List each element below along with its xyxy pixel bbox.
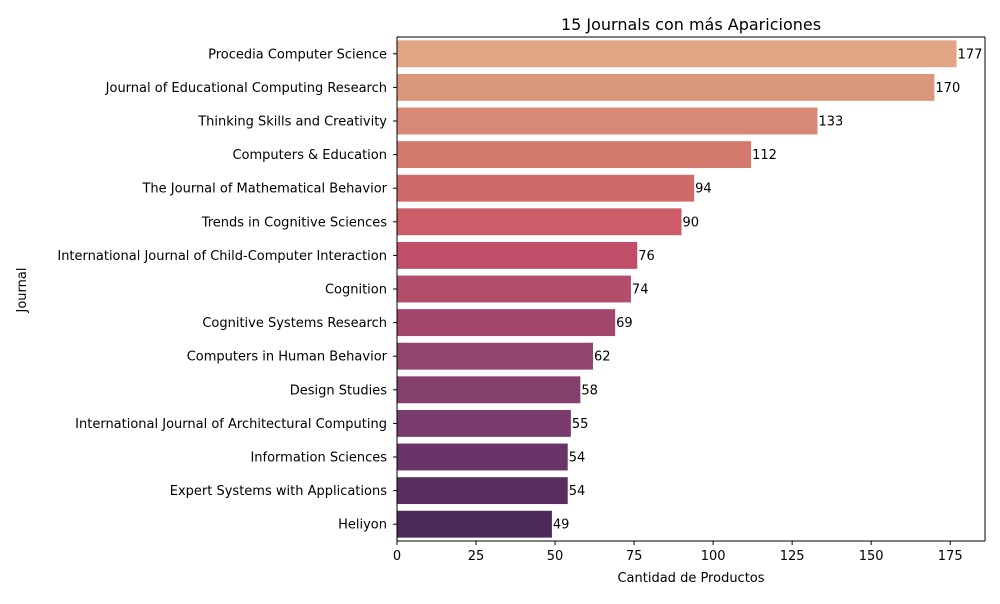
- chart-title: 15 Journals con más Apariciones: [561, 15, 821, 34]
- bar: [397, 275, 631, 303]
- y-tick-label: Information Sciences: [250, 451, 387, 466]
- y-tick-label: Trends in Cognitive Sciences: [201, 215, 388, 230]
- y-axis-label: Journal: [15, 268, 30, 314]
- y-tick-label: International Journal of Architectural C…: [75, 417, 387, 432]
- bar-value-label: 69: [616, 316, 633, 331]
- bar: [397, 73, 935, 101]
- bar: [397, 107, 818, 135]
- bar-value-label: 133: [818, 115, 843, 130]
- bar-value-label: 76: [638, 249, 655, 264]
- y-tick-label: Heliyon: [338, 518, 387, 533]
- y-tick-label: Computers in Human Behavior: [187, 350, 388, 365]
- x-tick-label: 150: [859, 549, 884, 564]
- bar-value-label: 62: [594, 350, 611, 365]
- y-tick-label: Cognitive Systems Research: [202, 316, 387, 331]
- y-tick-label: The Journal of Mathematical Behavior: [141, 182, 387, 197]
- axes-frame: [396, 36, 986, 542]
- x-tick-label: 25: [468, 549, 485, 564]
- y-tick-label: Procedia Computer Science: [208, 47, 387, 62]
- bar: [397, 342, 593, 370]
- bar-value-label: 177: [958, 47, 983, 62]
- bar: [397, 376, 581, 404]
- bar-value-label: 49: [553, 518, 570, 533]
- bar-value-label: 170: [935, 81, 960, 96]
- bar-value-label: 54: [569, 451, 586, 466]
- bar: [397, 510, 552, 538]
- y-tick-label: Thinking Skills and Creativity: [197, 115, 387, 130]
- y-tick-labels-group: Procedia Computer Science Journal of Educ…: [57, 47, 397, 533]
- x-tick-label: 175: [938, 549, 963, 564]
- x-tick-label: 100: [701, 549, 726, 564]
- bar: [397, 477, 568, 505]
- bars-group: [397, 40, 957, 538]
- x-axis-label: Cantidad de Productos: [617, 571, 764, 586]
- bar: [397, 40, 957, 68]
- y-tick-label: Expert Systems with Applications: [170, 484, 387, 499]
- bar: [397, 409, 571, 437]
- x-tick-label: 125: [780, 549, 805, 564]
- x-tick-label: 50: [547, 549, 564, 564]
- bar-value-label: 90: [683, 215, 700, 230]
- bar: [397, 443, 568, 471]
- bar: [397, 309, 616, 337]
- x-tick-label: 0: [393, 549, 401, 564]
- y-tick-label: International Journal of Child-Computer …: [57, 249, 387, 264]
- bar-value-label: 94: [695, 182, 712, 197]
- bar: [397, 174, 695, 202]
- data-labels-group: 177 170 133 112 94 90 76 74 69 62 58 55 54 54 49: [553, 47, 982, 532]
- y-tick-label: Cognition: [325, 283, 387, 298]
- x-ticks-group: 0 25 50 75 100 125 150 175: [393, 541, 963, 564]
- bar-value-label: 112: [752, 148, 777, 163]
- bar: [397, 208, 682, 236]
- y-tick-label: Design Studies: [290, 383, 387, 398]
- bar-value-label: 54: [569, 484, 586, 499]
- bar-value-label: 74: [632, 283, 649, 298]
- bar-value-label: 58: [581, 383, 598, 398]
- x-tick-label: 75: [626, 549, 643, 564]
- y-tick-label: Journal of Educational Computing Researc…: [105, 81, 387, 96]
- bar: [397, 241, 638, 269]
- y-tick-label: Computers & Education: [232, 148, 387, 163]
- bar-value-label: 55: [572, 417, 589, 432]
- bar: [397, 141, 752, 169]
